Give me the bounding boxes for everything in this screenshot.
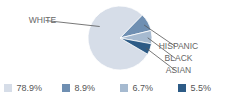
svg-text:8.9%: 8.9% <box>75 83 96 93</box>
svg-text:6.7%: 6.7% <box>133 83 154 93</box>
svg-text:HISPANIC: HISPANIC <box>159 41 199 51</box>
svg-text:BLACK: BLACK <box>165 53 193 63</box>
svg-text:WHITE: WHITE <box>29 15 57 25</box>
svg-text:78.9%: 78.9% <box>17 83 43 93</box>
svg-text:5.5%: 5.5% <box>191 83 212 93</box>
svg-text:ASIAN: ASIAN <box>166 65 192 75</box>
